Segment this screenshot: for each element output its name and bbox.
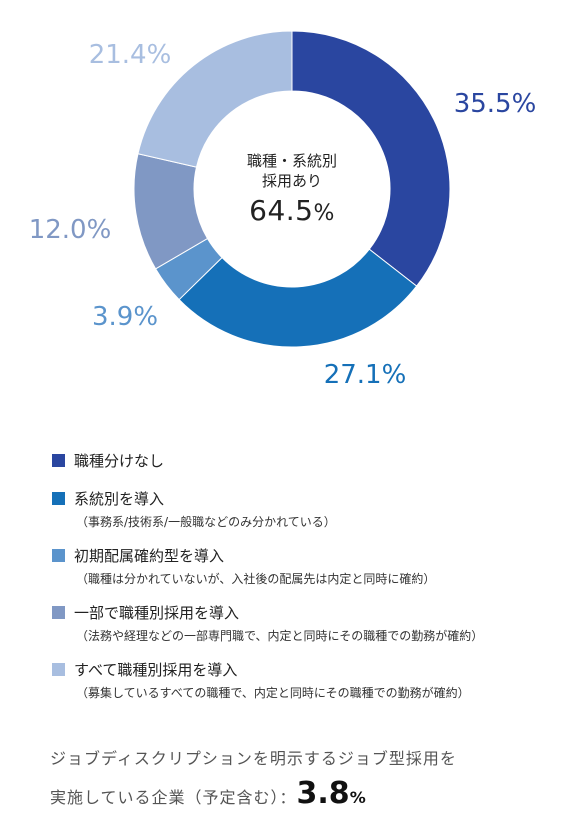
legend-title: 初期配属確約型を導入 (74, 547, 225, 565)
legend-subtitle: （募集しているすべての職種で、内定と同時にその職種での勤務が確約） (76, 686, 470, 700)
center-label-line1: 職種・系統別 (246, 152, 337, 170)
legend-subtitle: （事務系/技術系/一般職などのみ分かれている） (76, 515, 336, 529)
legend-title: 一部で職種別採用を導入 (74, 604, 240, 622)
center-value: 64.5% (192, 194, 392, 227)
legend-subtitle: （法務や経理などの一部専門職で、内定と同時にその職種での勤務が確約） (76, 629, 484, 643)
slice-label-s4: 12.0% (29, 215, 112, 245)
center-value-unit: % (313, 201, 335, 226)
legend-title: 系統別を導入 (74, 490, 165, 508)
footer-line1: ジョブディスクリプションを明示するジョブ型採用を (50, 749, 457, 768)
footer-line2: 実施している企業（予定含む）：3.8% (50, 776, 367, 811)
center-label-line2: 採用あり (261, 172, 322, 190)
donut-slice-s2 (178, 248, 418, 348)
footer-value-unit: % (349, 788, 367, 807)
legend-swatch (52, 492, 65, 505)
legend-title: 職種分けなし (74, 452, 165, 470)
legend-swatch (52, 606, 65, 619)
slice-label-s1: 35.5% (454, 89, 537, 119)
slice-label-s5: 21.4% (89, 40, 172, 70)
legend-title: すべて職種別採用を導入 (74, 661, 238, 679)
donut-slice-s5 (137, 30, 293, 168)
legend-swatch (52, 549, 65, 562)
footer-line2-text: 実施している企業（予定含む）： (50, 788, 297, 807)
legend-swatch (52, 454, 65, 467)
donut-slice-s1 (291, 30, 451, 287)
donut-chart: 35.5% 27.1% 3.9% 12.0% 21.4% (29, 30, 537, 390)
center-value-number: 64.5 (249, 194, 314, 227)
slice-label-s2: 27.1% (324, 360, 407, 390)
footer-value: 3.8 (296, 776, 350, 811)
legend-subtitle: （職種は分かれていないが、入社後の配属先は内定と同時に確約） (76, 572, 436, 586)
slice-label-s3: 3.9% (92, 302, 158, 332)
legend-swatch (52, 663, 65, 676)
